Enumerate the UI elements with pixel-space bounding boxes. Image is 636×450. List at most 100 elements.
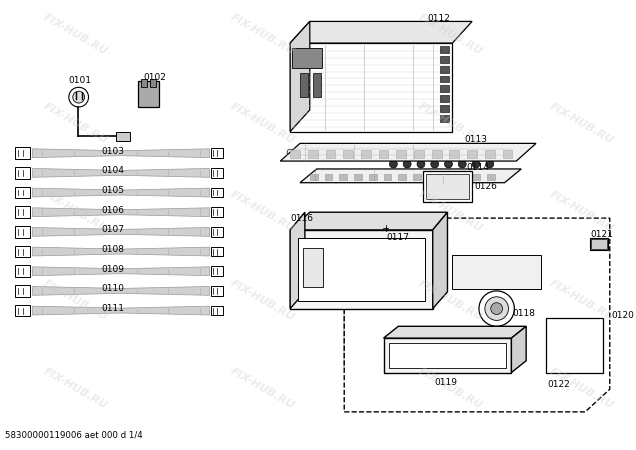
Circle shape <box>382 224 389 232</box>
Circle shape <box>445 160 452 168</box>
Bar <box>439 56 450 63</box>
Text: 58300000119006 aet 000 d 1/4: 58300000119006 aet 000 d 1/4 <box>5 430 142 439</box>
Polygon shape <box>32 188 209 197</box>
Bar <box>439 46 450 53</box>
Bar <box>378 150 389 158</box>
Bar <box>313 72 321 97</box>
Circle shape <box>455 257 460 262</box>
Bar <box>211 266 223 276</box>
Bar <box>324 174 333 180</box>
Text: 0126: 0126 <box>474 182 497 191</box>
Text: FIX-HUB.RU: FIX-HUB.RU <box>548 101 616 146</box>
Bar <box>439 95 450 102</box>
Bar <box>15 246 31 257</box>
Circle shape <box>526 257 530 262</box>
Text: 0113: 0113 <box>464 135 487 144</box>
Bar <box>467 150 477 158</box>
Text: FIX-HUB.RU: FIX-HUB.RU <box>41 278 109 323</box>
Bar <box>211 286 223 296</box>
Circle shape <box>434 174 439 180</box>
Circle shape <box>481 174 487 180</box>
Circle shape <box>417 160 425 168</box>
Circle shape <box>431 160 439 168</box>
Circle shape <box>422 174 428 180</box>
Polygon shape <box>290 43 452 131</box>
Bar <box>211 188 223 198</box>
Text: 0101: 0101 <box>69 76 92 85</box>
Bar <box>439 105 450 112</box>
Text: 0105: 0105 <box>102 186 125 195</box>
Bar <box>502 150 513 158</box>
Bar <box>211 207 223 217</box>
Text: 0116: 0116 <box>290 214 313 223</box>
Bar <box>137 81 160 107</box>
Bar <box>303 248 322 287</box>
Text: 0102: 0102 <box>144 73 167 82</box>
Bar <box>354 174 362 180</box>
Text: FIX-HUB.RU: FIX-HUB.RU <box>229 189 296 234</box>
Circle shape <box>410 174 416 180</box>
Bar <box>590 238 608 250</box>
Circle shape <box>287 149 293 155</box>
Text: FIX-HUB.RU: FIX-HUB.RU <box>417 366 484 411</box>
Bar <box>443 174 450 180</box>
Polygon shape <box>32 247 209 256</box>
Bar <box>15 167 31 179</box>
Text: 0104: 0104 <box>102 166 125 176</box>
Text: FIX-HUB.RU: FIX-HUB.RU <box>41 101 109 146</box>
Polygon shape <box>298 238 425 301</box>
Polygon shape <box>32 208 209 216</box>
Circle shape <box>486 160 494 168</box>
Bar <box>389 343 506 368</box>
Circle shape <box>510 257 515 262</box>
Text: 0109: 0109 <box>102 265 125 274</box>
Text: FIX-HUB.RU: FIX-HUB.RU <box>548 278 616 323</box>
Polygon shape <box>290 212 305 309</box>
Bar <box>15 305 31 316</box>
Bar <box>432 150 441 158</box>
Circle shape <box>493 174 499 180</box>
Polygon shape <box>32 168 209 177</box>
Bar <box>343 150 353 158</box>
Bar <box>439 66 450 72</box>
Bar <box>591 239 607 248</box>
Bar <box>472 174 480 180</box>
Polygon shape <box>384 338 511 373</box>
Bar <box>369 174 377 180</box>
Text: 0106: 0106 <box>102 206 125 215</box>
Circle shape <box>457 174 463 180</box>
Text: 0108: 0108 <box>102 245 125 254</box>
Circle shape <box>69 87 88 107</box>
Bar <box>457 174 465 180</box>
Polygon shape <box>32 227 209 236</box>
Text: FIX-HUB.RU: FIX-HUB.RU <box>41 366 109 411</box>
Text: FIX-HUB.RU: FIX-HUB.RU <box>548 366 616 411</box>
Bar <box>292 48 322 68</box>
Circle shape <box>389 160 398 168</box>
Bar <box>413 174 421 180</box>
Polygon shape <box>32 287 209 295</box>
Bar <box>439 115 450 122</box>
Polygon shape <box>511 326 526 373</box>
Circle shape <box>487 257 491 262</box>
Bar <box>15 187 31 198</box>
Circle shape <box>459 160 466 168</box>
Circle shape <box>469 174 475 180</box>
Bar <box>15 226 31 238</box>
Circle shape <box>445 174 452 180</box>
Text: FIX-HUB.RU: FIX-HUB.RU <box>229 101 296 146</box>
Bar <box>310 174 317 180</box>
Text: FIX-HUB.RU: FIX-HUB.RU <box>41 12 109 57</box>
Text: 0121: 0121 <box>590 230 613 239</box>
Bar <box>439 86 450 92</box>
Text: 0118: 0118 <box>513 309 536 318</box>
Polygon shape <box>290 212 448 230</box>
Circle shape <box>73 91 85 103</box>
Bar <box>423 171 472 202</box>
Bar <box>485 150 495 158</box>
Circle shape <box>518 257 523 262</box>
Polygon shape <box>32 306 209 315</box>
Text: FIX-HUB.RU: FIX-HUB.RU <box>417 189 484 234</box>
Bar <box>452 255 541 289</box>
Bar <box>116 131 130 141</box>
